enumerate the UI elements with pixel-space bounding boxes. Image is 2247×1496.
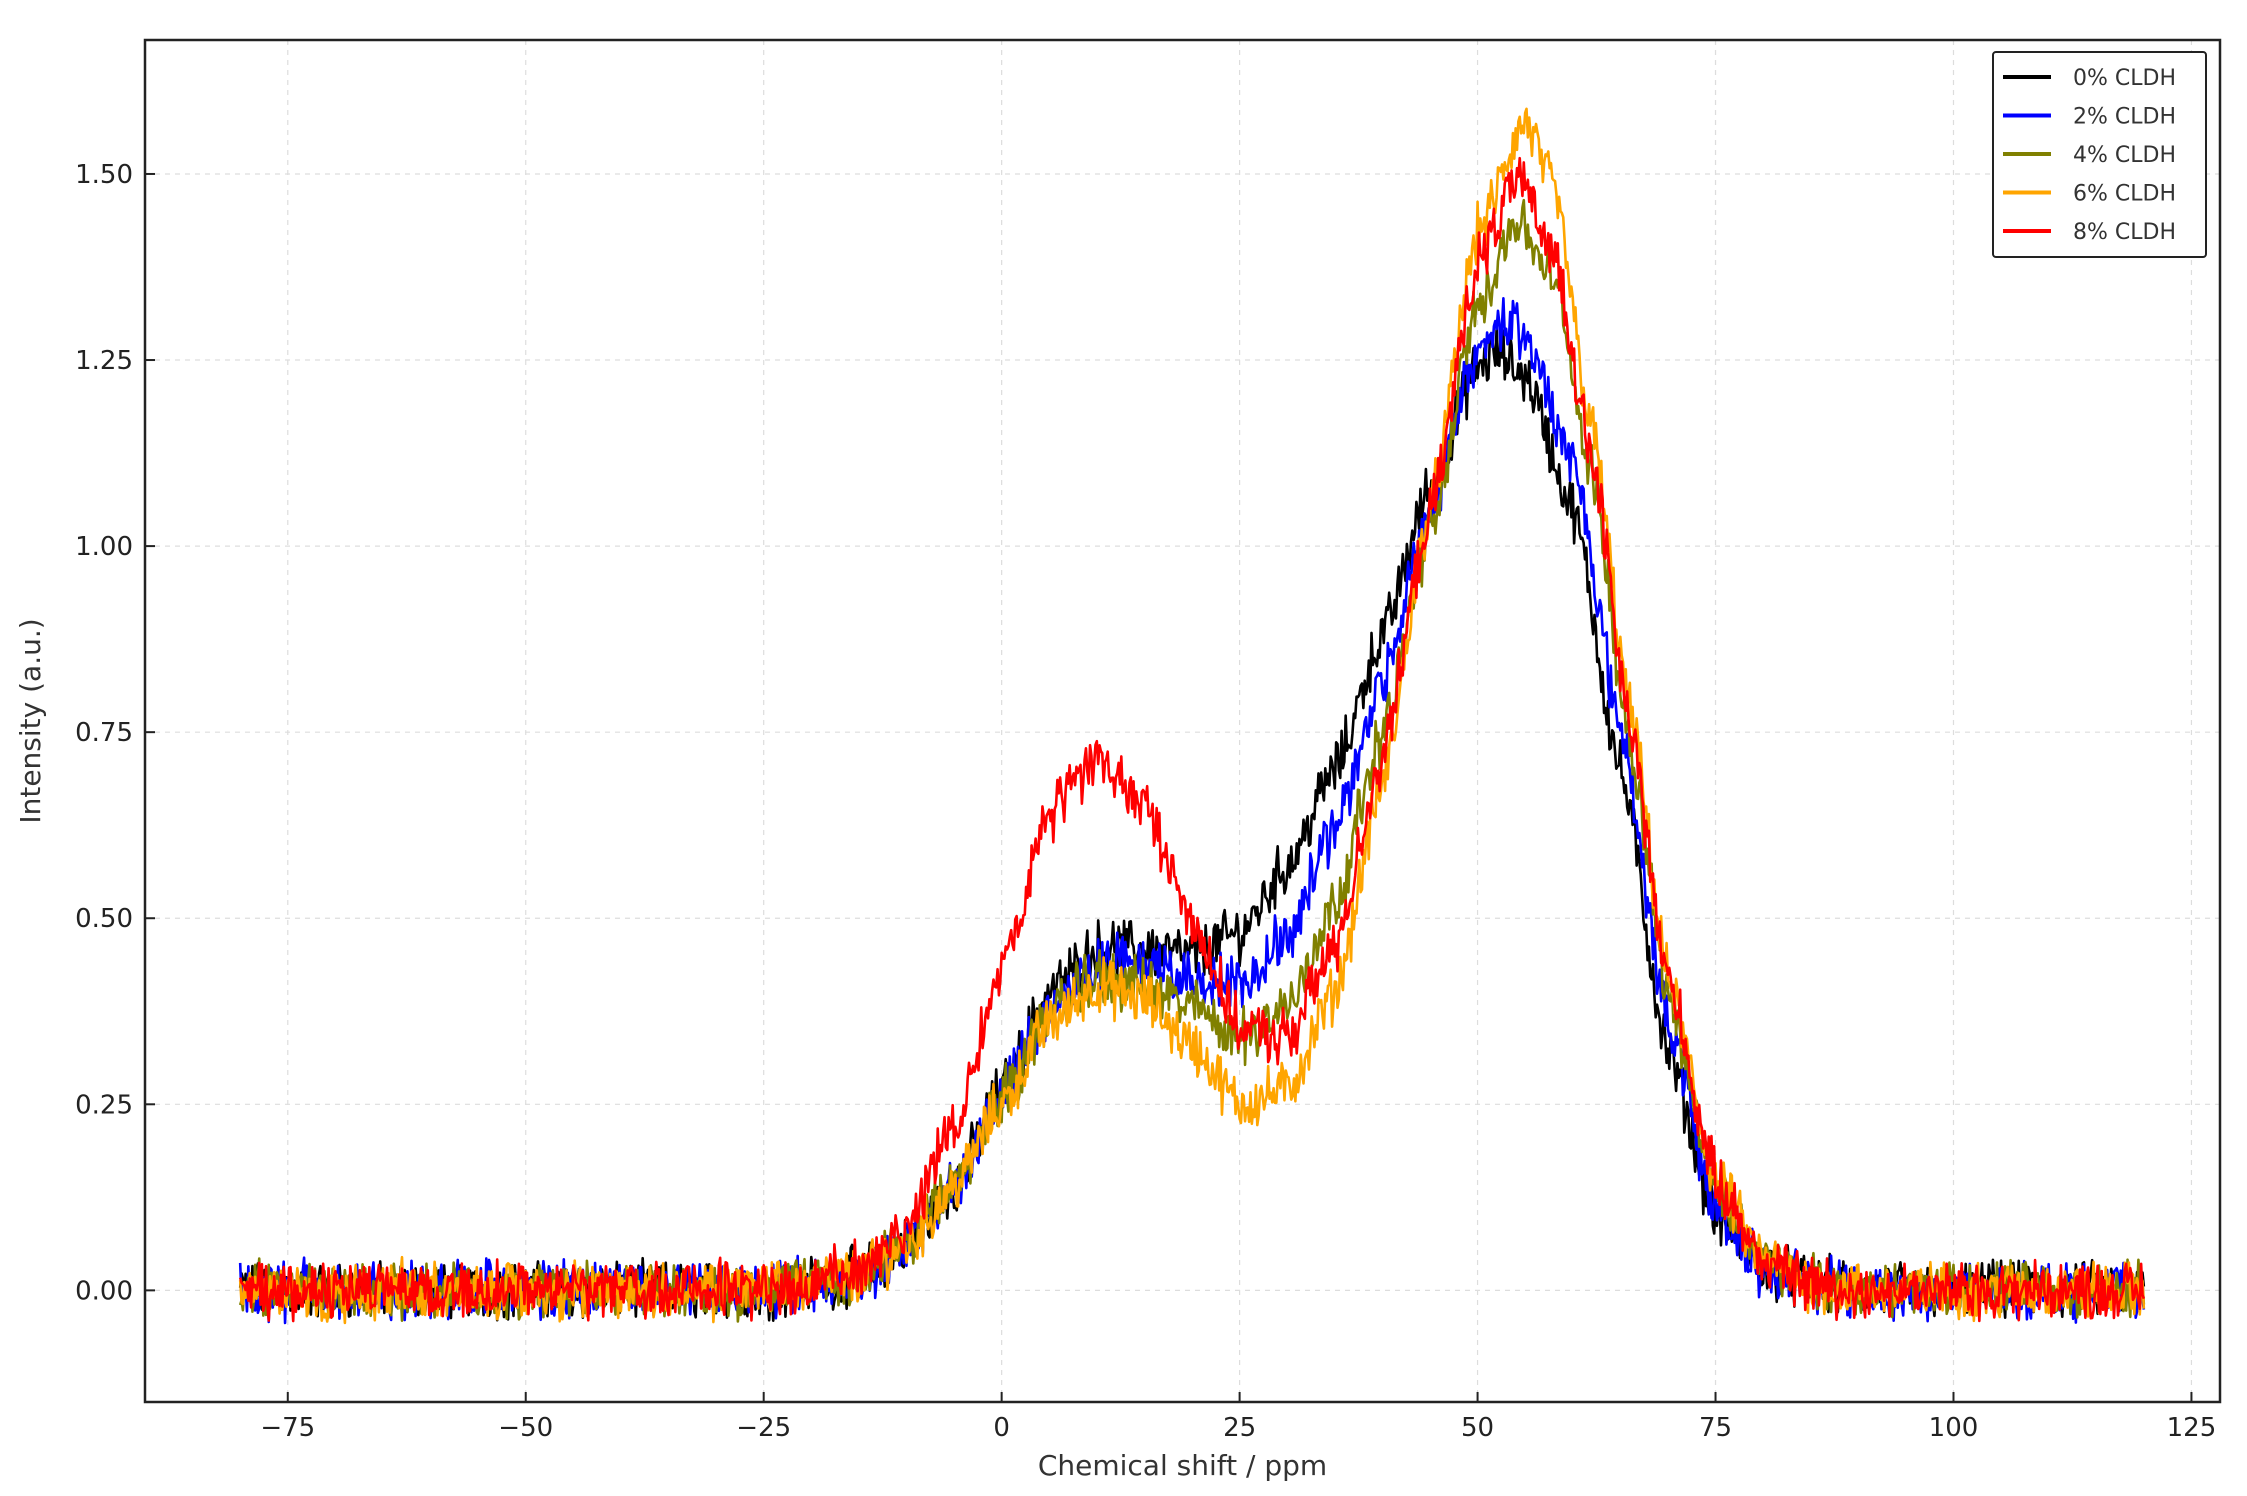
x-tick-label: −50 [498,1413,553,1443]
legend-label: 4% CLDH [2073,143,2176,168]
x-tick-label: −25 [736,1413,791,1443]
x-tick-label: 100 [1929,1413,1979,1443]
legend-label: 8% CLDH [2073,220,2176,245]
y-axis: 0.00 0.25 0.50 0.75 1.00 1.25 1.50 [75,160,155,1306]
legend: 0% CLDH 2% CLDH 4% CLDH 6% CLDH 8% CLDH [1992,51,2207,258]
y-tick-label: 0.75 [75,718,133,748]
x-axis-title: Chemical shift / ppm [1038,1449,1327,1482]
y-tick-label: 0.00 [75,1276,133,1306]
y-tick-label: 1.25 [75,346,133,376]
legend-label: 6% CLDH [2073,182,2176,207]
x-tick-label: 25 [1223,1413,1256,1443]
x-tick-label: 50 [1461,1413,1494,1443]
legend-box [1992,51,2207,258]
grid [145,40,2220,1402]
series-line-4 [238,156,2146,1323]
plot-frame [143,38,2222,1404]
x-tick-label: 125 [2167,1413,2217,1443]
y-axis-title: Intensity (a.u.) [14,618,47,823]
y-tick-label: 1.00 [75,532,133,562]
legend-label: 2% CLDH [2073,105,2176,130]
legend-label: 0% CLDH [2073,66,2176,91]
y-tick-label: 0.25 [75,1090,133,1120]
x-tick-label: 75 [1699,1413,1732,1443]
x-tick-label: −75 [260,1413,315,1443]
y-tick-label: 1.50 [75,160,133,190]
y-tick-label: 0.50 [75,904,133,934]
series-layer [238,107,2146,1325]
x-axis: −75 −50 −25 0 25 50 75 100 125 [260,1392,2216,1443]
x-tick-label: 0 [993,1413,1010,1443]
